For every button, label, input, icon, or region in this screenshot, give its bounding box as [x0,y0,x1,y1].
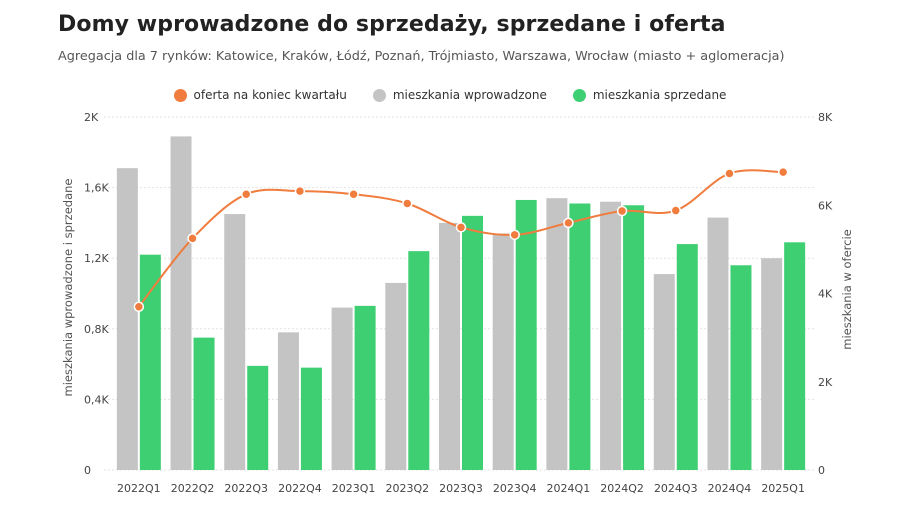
bar-sold [623,205,645,470]
y-left-tick-label: 1,2K [84,252,109,265]
x-tick-label: 2023Q3 [439,482,483,495]
legend-swatch-offer [173,88,187,102]
chart-title: Domy wprowadzone do sprzedaży, sprzedane… [58,12,726,37]
point-offer [133,301,145,312]
bar-sold [408,251,430,470]
point-offer [455,222,467,233]
bar-introduced [170,136,192,471]
bar-sold [193,337,215,470]
point-offer [616,205,628,217]
bar-introduced [385,282,407,470]
y-left-tick-label: 0,8K [84,323,109,336]
bar-introduced [492,233,514,470]
point-offer [724,168,735,179]
y-right-tick-label: 8K [818,111,833,124]
bar-introduced [439,222,460,470]
x-tick-label: 2024Q3 [654,482,698,495]
bar-introduced [707,217,729,470]
point-offer [294,185,306,197]
point-offer [402,198,413,209]
y-right-tick-label: 6K [818,199,833,212]
bar-introduced [546,198,568,470]
x-tick-label: 2023Q1 [332,482,376,495]
legend: oferta na koniec kwartału mieszkania wpr… [0,88,900,102]
legend-item-introduced[interactable]: mieszkania wprowadzone [372,88,547,102]
y-left-tick-label: 2K [84,111,99,124]
x-tick-label: 2022Q3 [224,482,268,495]
y-left-tick-label: 0,4K [84,393,109,406]
point-offer [187,233,198,244]
x-tick-label: 2024Q4 [708,482,752,495]
bar-introduced [116,168,138,470]
bar-sold [730,265,752,470]
bar-sold [784,242,806,470]
y-right-tick-label: 4K [818,288,833,301]
point-offer [563,217,574,229]
bar-introduced [761,258,783,470]
bar-introduced [224,214,246,470]
bar-sold [139,254,161,470]
legend-label-sold: mieszkania sprzedane [592,88,727,102]
y-left-tick-label: 0 [84,464,91,477]
y-left-axis-label: mieszkania wprowadzone i sprzedane [61,179,75,397]
x-tick-label: 2022Q2 [171,482,215,495]
y-right-tick-label: 2K [818,376,833,389]
legend-label-introduced: mieszkania wprowadzone [392,88,547,102]
legend-item-sold[interactable]: mieszkania sprzedane [572,88,727,102]
bar-sold [515,199,537,470]
bar-sold [247,365,269,470]
bar-introduced [653,274,675,470]
y-right-axis-label: mieszkania w ofercie [840,229,854,349]
bar-introduced [331,307,353,470]
x-tick-label: 2022Q4 [278,482,322,495]
bar-sold [462,215,483,470]
point-offer [670,205,682,216]
bar-sold [354,305,376,470]
legend-item-offer[interactable]: oferta na koniec kwartału [173,88,347,102]
legend-swatch-sold [572,88,586,102]
x-tick-label: 2023Q2 [385,482,429,495]
point-offer [240,188,252,200]
chart-subtitle: Agregacja dla 7 rynków: Katowice, Kraków… [58,49,785,64]
bar-introduced [277,332,299,470]
bar-sold [569,203,591,471]
y-left-tick-label: 1,6K [84,182,109,195]
bar-sold [676,244,698,470]
legend-swatch-introduced [372,88,386,102]
point-offer [777,166,789,178]
legend-label-offer: oferta na koniec kwartału [193,88,347,102]
x-tick-label: 2025Q1 [761,482,805,495]
y-right-tick-label: 0 [818,464,825,477]
x-tick-label: 2024Q2 [600,482,644,495]
x-tick-label: 2023Q4 [493,482,537,495]
point-offer [509,229,520,241]
bar-sold [300,367,322,470]
x-tick-label: 2024Q1 [547,482,591,495]
point-offer [348,188,359,200]
bar-introduced [600,201,622,470]
x-tick-label: 2022Q1 [117,482,161,495]
